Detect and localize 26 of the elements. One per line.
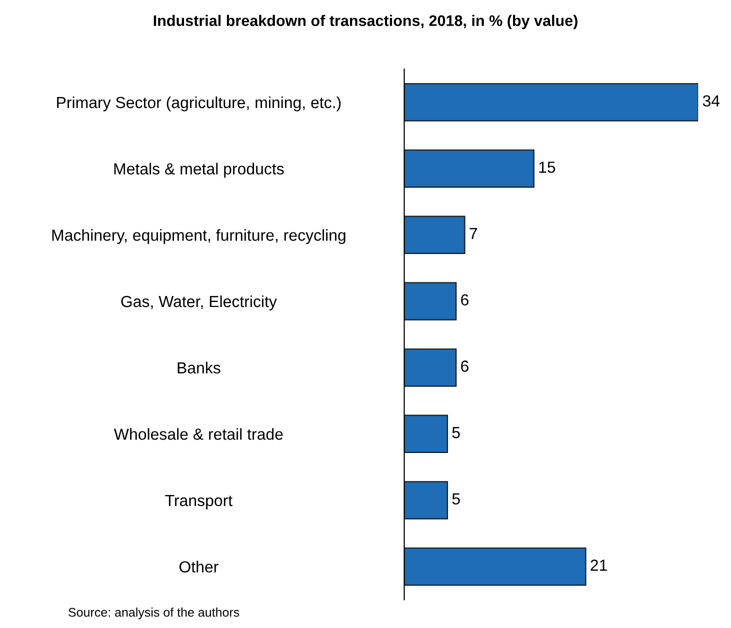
- y-tick-label: Other: [179, 560, 218, 573]
- data-label: 21: [590, 560, 607, 571]
- data-label: 7: [470, 228, 477, 240]
- bar: [404, 216, 466, 254]
- bar: [404, 547, 586, 586]
- y-tick-label: Machinery, equipment, furniture, recycling: [52, 229, 346, 244]
- bar: [404, 348, 457, 387]
- data-label: 15: [539, 162, 556, 173]
- data-label: 5: [452, 493, 460, 505]
- bar: [404, 282, 457, 320]
- y-tick-label: Banks: [178, 362, 220, 374]
- bar: [404, 481, 448, 520]
- bar: [404, 83, 698, 122]
- y-tick-label: Transport: [165, 495, 232, 510]
- bar: [404, 149, 534, 188]
- source-note: Source: analysis of the authors: [68, 608, 240, 620]
- y-tick-label: Gas, Water, Electricity: [121, 295, 277, 310]
- data-label: 5: [452, 427, 460, 438]
- y-tick-label: Wholesale & retail trade: [114, 428, 283, 440]
- data-label: 6: [461, 360, 468, 372]
- chart-title: Industrial breakdown of transactions, 2018, in % (by value): [154, 14, 578, 30]
- data-label: 6: [461, 294, 468, 306]
- bar: [404, 414, 448, 454]
- y-tick-label: Primary Sector (agriculture, mining, etc.): [57, 96, 341, 112]
- data-label: 34: [702, 95, 720, 107]
- y-tick-label: Metals & metal products: [114, 162, 284, 178]
